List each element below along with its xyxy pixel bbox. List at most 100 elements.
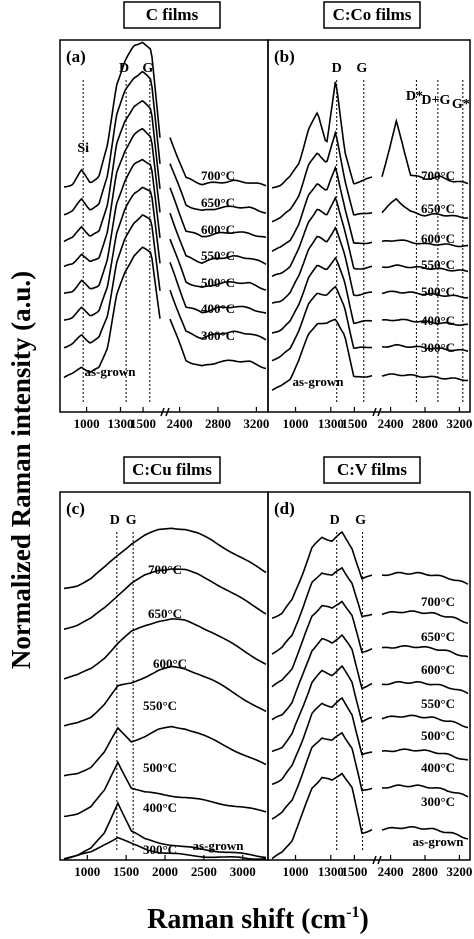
series-line bbox=[63, 836, 267, 861]
series-line bbox=[381, 290, 469, 299]
series-line bbox=[63, 246, 161, 379]
peak-label: Si bbox=[77, 141, 89, 156]
series-line bbox=[63, 99, 161, 243]
series-line bbox=[271, 600, 373, 688]
panel-title: C films bbox=[146, 5, 199, 24]
axis-break-mark bbox=[377, 855, 382, 865]
series-line bbox=[381, 373, 469, 382]
series-line bbox=[381, 748, 469, 761]
x-tick-label: 1500 bbox=[341, 864, 367, 879]
series-line bbox=[63, 41, 161, 188]
x-tick-label: 2800 bbox=[205, 416, 231, 431]
series-label: 600°C bbox=[421, 231, 455, 246]
series-label: 500°C bbox=[143, 760, 177, 775]
series-line bbox=[381, 714, 469, 729]
panel-label: (c) bbox=[66, 499, 85, 518]
series-line bbox=[381, 239, 468, 248]
series-line bbox=[381, 343, 469, 353]
series-label: as-grown bbox=[292, 374, 344, 389]
series-line bbox=[381, 117, 469, 185]
series-label: 700°C bbox=[421, 594, 455, 609]
series-label: 300°C bbox=[421, 340, 455, 355]
figure-xlabel-main: Raman shift (cm bbox=[147, 904, 346, 935]
series-label: 300°C bbox=[421, 794, 455, 809]
x-tick-label: 1300 bbox=[318, 864, 344, 879]
series-line bbox=[169, 137, 267, 187]
peak-label: G* bbox=[452, 97, 470, 112]
peak-label: D bbox=[119, 61, 129, 76]
x-tick-label: 1300 bbox=[107, 416, 133, 431]
series-label: 400°C bbox=[421, 313, 455, 328]
series-line bbox=[63, 801, 267, 860]
series-label: 550°C bbox=[143, 698, 177, 713]
axis-break-mark bbox=[377, 407, 382, 417]
x-tick-label: 3200 bbox=[243, 416, 269, 431]
panel-title-box bbox=[123, 456, 221, 484]
series-line bbox=[381, 318, 468, 327]
series-line bbox=[63, 568, 267, 630]
series-line bbox=[63, 186, 161, 321]
series-line bbox=[271, 633, 373, 721]
series-label: 300°C bbox=[201, 328, 235, 343]
panel-title-box bbox=[123, 1, 221, 29]
x-tick-label: 2800 bbox=[412, 416, 438, 431]
series-line bbox=[381, 264, 469, 273]
figure-xlabel-close: ) bbox=[360, 904, 369, 935]
series-label: 400°C bbox=[143, 800, 177, 815]
axis-break-mark bbox=[160, 407, 165, 417]
panel-title-box bbox=[323, 456, 421, 484]
x-tick-label: 1500 bbox=[113, 864, 139, 879]
x-tick-label: 2400 bbox=[378, 864, 404, 879]
series-line bbox=[381, 826, 469, 840]
peak-label: D bbox=[110, 513, 120, 528]
axis-break-mark bbox=[165, 407, 170, 417]
series-label: 400°C bbox=[421, 760, 455, 775]
x-tick-label: 3200 bbox=[446, 416, 472, 431]
axis-break-mark bbox=[372, 855, 377, 865]
peak-label: D+G bbox=[421, 93, 450, 108]
series-line bbox=[271, 696, 373, 786]
panel-frame bbox=[267, 39, 471, 413]
series-line bbox=[271, 165, 373, 252]
peak-label: G bbox=[126, 513, 137, 528]
series-line bbox=[271, 318, 373, 391]
x-tick-label: 1500 bbox=[341, 416, 367, 431]
series-line bbox=[271, 226, 372, 304]
x-tick-label: 2400 bbox=[167, 416, 193, 431]
x-tick-label: 1000 bbox=[74, 864, 100, 879]
series-line bbox=[381, 197, 469, 219]
series-line bbox=[271, 731, 373, 820]
panel-title: C:V films bbox=[337, 460, 407, 479]
series-label: 650°C bbox=[148, 606, 182, 621]
series-label: 600°C bbox=[421, 662, 455, 677]
x-tick-label: 3200 bbox=[446, 864, 472, 879]
peak-label: D* bbox=[406, 89, 423, 104]
figure-xlabel-sup: -1 bbox=[346, 904, 359, 921]
x-tick-label: 2500 bbox=[191, 864, 217, 879]
x-tick-label: 2000 bbox=[152, 864, 178, 879]
series-line bbox=[381, 784, 469, 798]
series-label: 650°C bbox=[201, 195, 235, 210]
series-line bbox=[63, 725, 267, 777]
series-line bbox=[381, 571, 469, 585]
series-line bbox=[381, 680, 469, 695]
series-line bbox=[63, 760, 267, 818]
peak-label: G bbox=[142, 61, 153, 76]
series-label: 600°C bbox=[201, 222, 235, 237]
series-label: 500°C bbox=[421, 728, 455, 743]
panel-label: (b) bbox=[274, 47, 295, 66]
series-label: 700°C bbox=[201, 168, 235, 183]
series-line bbox=[169, 318, 267, 370]
peak-label: G bbox=[355, 513, 366, 528]
series-label: 550°C bbox=[421, 257, 455, 272]
panel-label: (a) bbox=[66, 47, 86, 66]
figure-xlabel: Raman shift (cm-1) bbox=[147, 904, 369, 935]
series-line bbox=[63, 158, 161, 295]
series-label: 650°C bbox=[421, 629, 455, 644]
series-line bbox=[271, 566, 373, 655]
panel-frame bbox=[267, 491, 471, 861]
